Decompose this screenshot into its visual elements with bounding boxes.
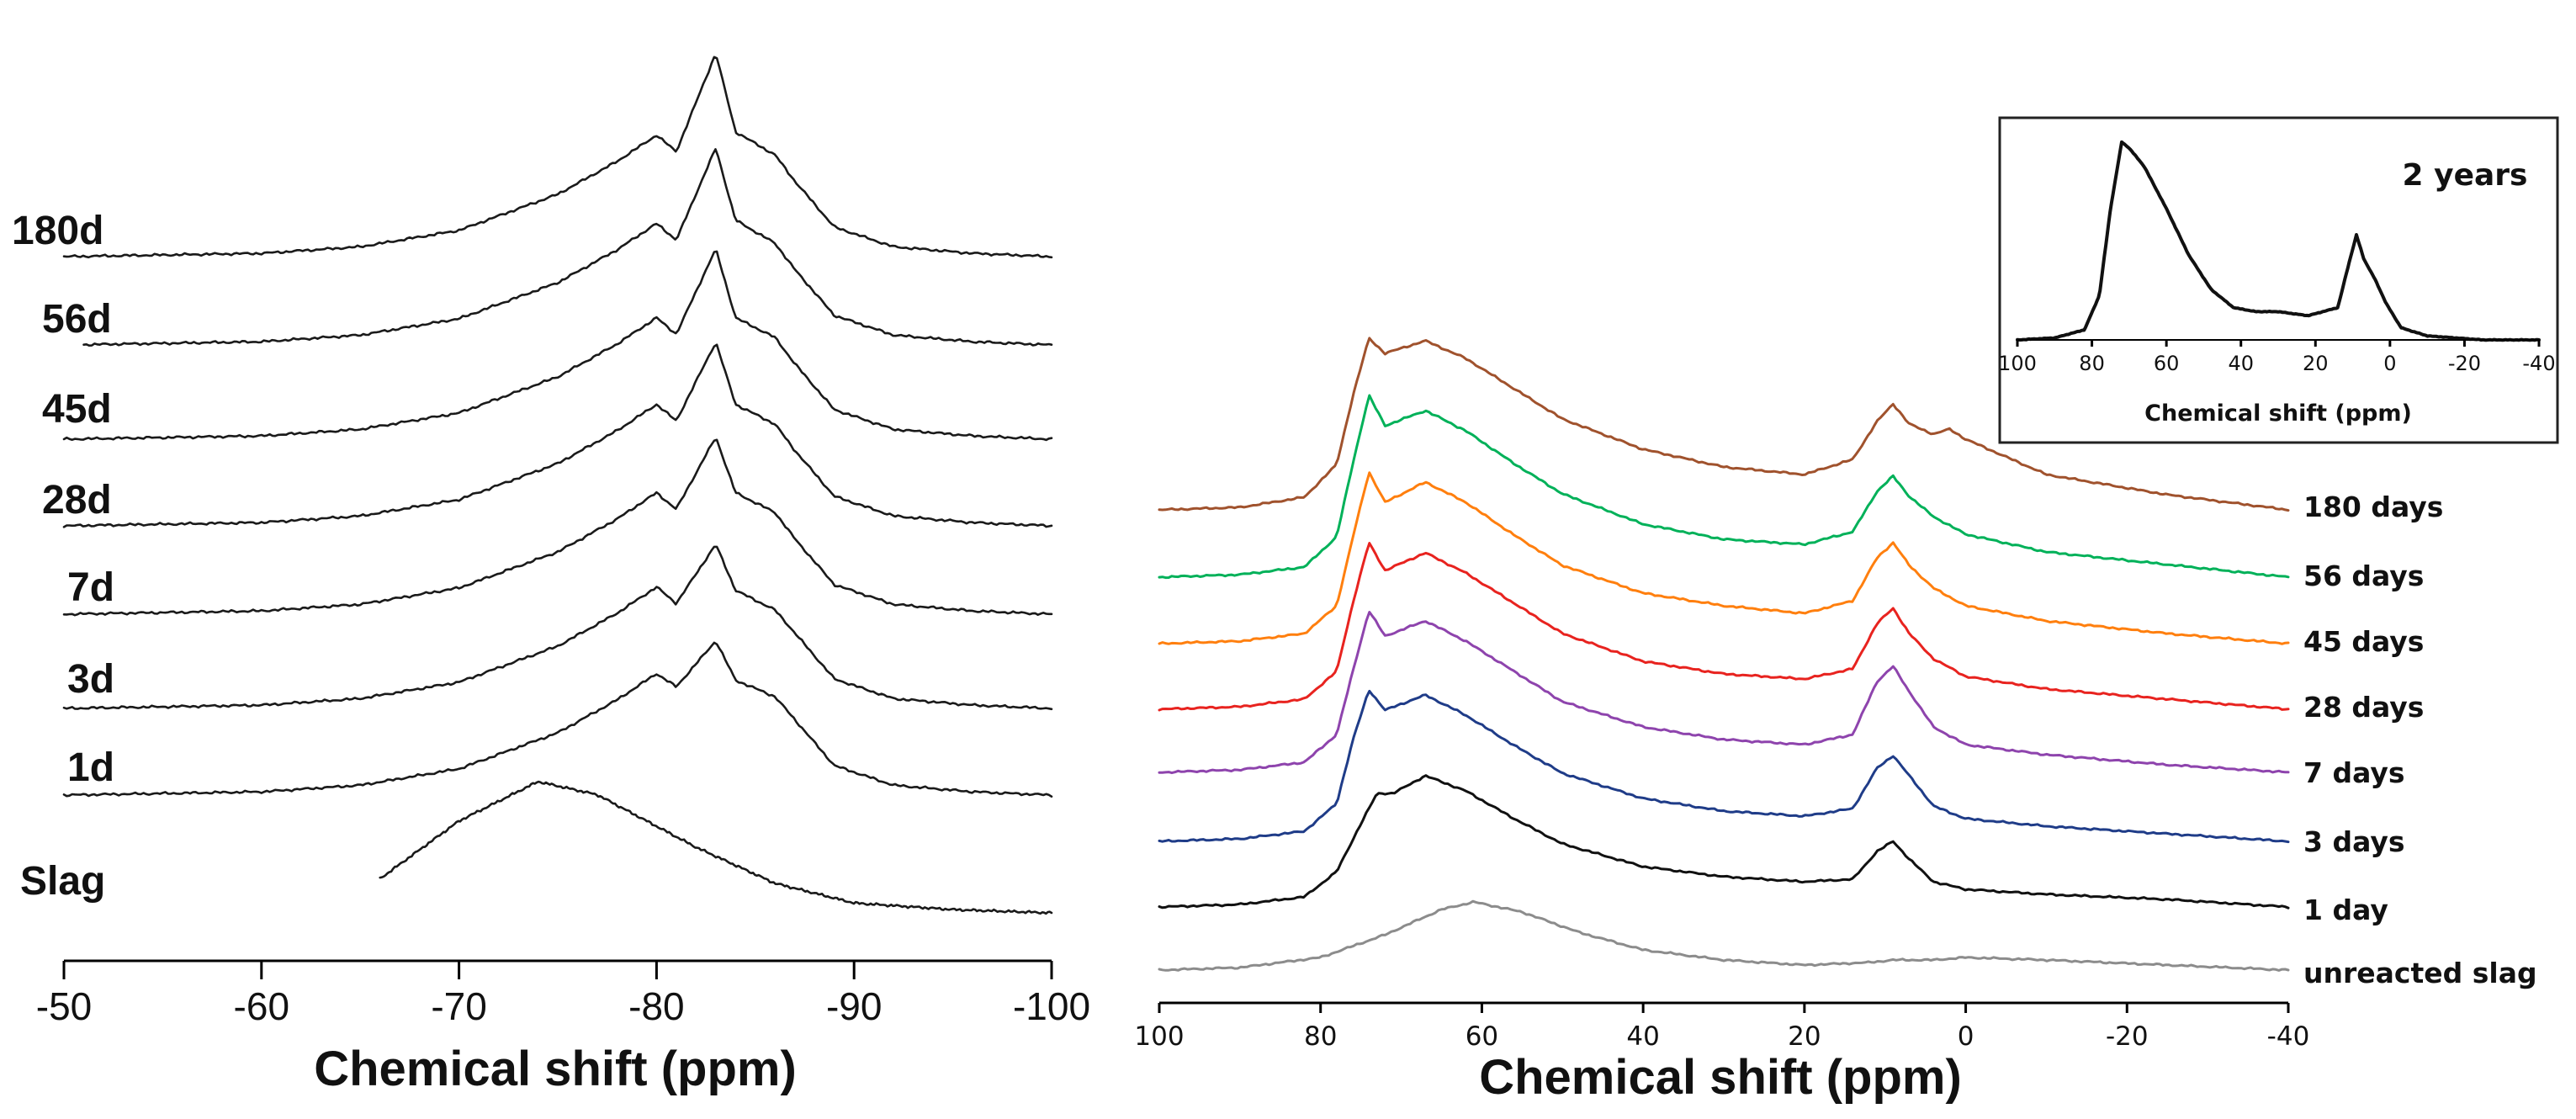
series-label-28d: 28d	[42, 478, 112, 522]
series-line-45d	[62, 250, 1053, 442]
series-line-1-day	[1158, 774, 2290, 910]
x-tick-label: -70	[431, 984, 486, 1028]
series-line-slag	[379, 780, 1053, 915]
series-label-45-days: 45 days	[2303, 625, 2424, 658]
x-tick-label: -100	[1013, 984, 1090, 1028]
x-tick-label: -20	[2106, 1021, 2149, 1052]
inset-panel: 100 80 60 40 20 0 -20 -40 2 years Chemical shif…	[1998, 116, 2559, 444]
series-label-unreacted-slag: unreacted slag	[2303, 957, 2537, 989]
series-line-3d	[62, 545, 1053, 711]
series-label-7d: 7d	[67, 565, 114, 610]
series-label-3-days: 3 days	[2303, 825, 2404, 858]
series-label-1d: 1d	[67, 745, 114, 790]
x-tick-label: 60	[2154, 352, 2180, 375]
series-label-45d: 45d	[42, 387, 112, 432]
x-tick-label: -80	[628, 984, 684, 1028]
series-label-56d: 56d	[42, 297, 112, 342]
right-spectra-curves	[1158, 337, 2290, 972]
series-label-28-days: 28 days	[2303, 691, 2424, 724]
series-line-56-days	[1158, 394, 2290, 580]
series-label-1-day: 1 day	[2303, 894, 2388, 926]
x-tick-label: -40	[2267, 1021, 2310, 1052]
x-tick-label: 0	[2383, 352, 2396, 375]
series-line-45-days	[1158, 471, 2290, 645]
x-tick-label: 40	[2228, 352, 2254, 375]
x-tick-label: 0	[1958, 1021, 1974, 1052]
series-line-56d	[82, 148, 1053, 347]
series-line-unreacted-slag	[1158, 899, 2290, 972]
x-tick-label: 20	[1788, 1021, 1821, 1052]
x-tick-label: 60	[1466, 1021, 1498, 1052]
series-label-3d: 3d	[67, 657, 114, 702]
right-x-ticks: 100 80 60 40 20 0 -20 -40	[1134, 1003, 2309, 1052]
right-x-axis-label: Chemical shift (ppm)	[1479, 1050, 1962, 1105]
series-line-28-days	[1158, 542, 2290, 712]
x-tick-label: -60	[234, 984, 289, 1028]
x-tick-label: -20	[2448, 352, 2481, 375]
x-tick-label: 80	[1304, 1021, 1337, 1052]
series-label-180d: 180d	[12, 209, 103, 253]
series-label-7-days: 7 days	[2303, 756, 2404, 789]
x-tick-label: 100	[1134, 1021, 1184, 1052]
series-label-180-days: 180 days	[2303, 491, 2443, 523]
x-tick-label: 40	[1626, 1021, 1659, 1052]
series-line-7-days	[1158, 611, 2290, 775]
series-line-3-days	[1158, 689, 2290, 844]
inset-spectrum-curve	[2016, 140, 2541, 342]
x-tick-label: 100	[1998, 352, 2037, 375]
left-spectra-curves	[62, 56, 1053, 915]
left-x-ticks: -50 -60 -70 -80 -90 -100	[36, 961, 1090, 1028]
inset-x-axis-label: Chemical shift (ppm)	[2144, 400, 2412, 427]
left-x-axis-label: Chemical shift (ppm)	[314, 1042, 797, 1096]
series-line-7d	[62, 438, 1053, 617]
x-tick-label: 80	[2079, 352, 2105, 375]
inset-title: 2 years	[2403, 158, 2528, 193]
right-series-labels: unreacted slag 1 day 3 days 7 days 28 days 45…	[2303, 491, 2537, 989]
series-label-56-days: 56 days	[2303, 560, 2424, 592]
inset-frame	[1998, 116, 2559, 444]
left-series-labels: Slag 1d 3d 7d 28d 45d 56d 180d	[12, 209, 114, 904]
x-tick-label: -50	[36, 984, 92, 1028]
right-spectra-panel: unreacted slag 1 day 3 days 7 days 28 days 45…	[1134, 337, 2537, 1105]
x-tick-label: -90	[826, 984, 882, 1028]
series-line-28d	[62, 343, 1053, 528]
series-line-1d	[62, 641, 1053, 798]
series-label-slag: Slag	[20, 859, 105, 904]
x-tick-label: 20	[2303, 352, 2329, 375]
x-tick-label: -40	[2522, 352, 2555, 375]
series-line-180-days	[1158, 337, 2290, 512]
inset-x-ticks: 100 80 60 40 20 0 -20 -40	[1998, 340, 2556, 375]
series-line-180d	[62, 56, 1053, 259]
series-line-2-years	[2016, 140, 2541, 342]
